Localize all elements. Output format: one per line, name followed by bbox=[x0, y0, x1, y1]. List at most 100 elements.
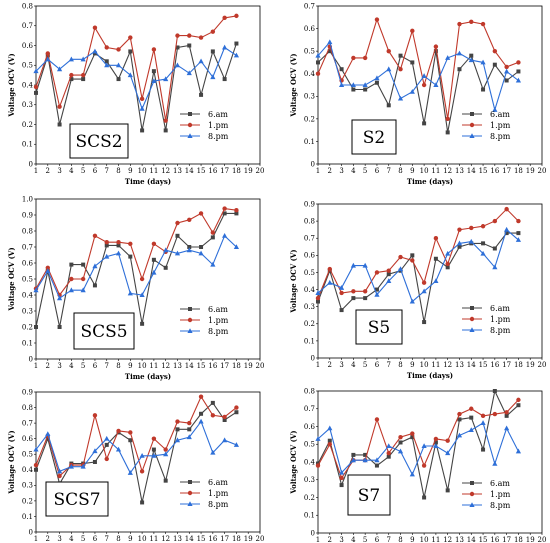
series-1pm-point bbox=[516, 218, 521, 224]
series-8pm-point bbox=[222, 437, 228, 443]
series-6am-point bbox=[469, 415, 474, 420]
x-tick-label: 20 bbox=[538, 536, 547, 543]
series-1pm-point bbox=[433, 236, 439, 241]
y-tick-label: 0.6 bbox=[304, 25, 316, 33]
x-tick-label: 13 bbox=[173, 362, 182, 370]
x-tick-label: 6 bbox=[93, 362, 98, 370]
x-tick-label: 11 bbox=[149, 535, 158, 543]
series-8pm-line bbox=[317, 422, 519, 476]
series-6am-point bbox=[210, 400, 215, 405]
series-1pm-point bbox=[198, 211, 204, 216]
x-tick-label: 19 bbox=[526, 167, 535, 175]
series-8pm-point bbox=[186, 70, 192, 76]
x-tick-label: 12 bbox=[161, 362, 170, 370]
series-1pm-point bbox=[80, 276, 86, 282]
series-6am-line bbox=[317, 232, 519, 323]
y-tick-label: 0 bbox=[311, 160, 315, 168]
series-8pm-point bbox=[233, 52, 240, 58]
series-8pm-point bbox=[151, 452, 157, 458]
x-tick-label: 4 bbox=[69, 535, 74, 543]
x-tick-label: 14 bbox=[185, 167, 194, 175]
series-8pm-point bbox=[315, 436, 321, 441]
x-tick-label: 19 bbox=[526, 361, 535, 369]
series-1pm-point bbox=[374, 17, 380, 22]
series-8pm-line bbox=[317, 228, 519, 303]
series-8pm-point bbox=[56, 66, 63, 72]
series-1pm-point bbox=[92, 233, 98, 238]
series-1pm-line bbox=[35, 208, 237, 297]
y-tick-label: 0.5 bbox=[304, 441, 315, 449]
series-1pm-line bbox=[317, 17, 519, 119]
series-8pm-point bbox=[139, 292, 145, 297]
y-tick-label: 0.6 bbox=[22, 259, 34, 267]
series-8pm-point bbox=[222, 233, 228, 238]
series-8pm-point bbox=[480, 250, 486, 256]
series-8pm-point bbox=[139, 452, 145, 458]
series-8pm-point bbox=[433, 278, 439, 283]
series-1pm-point bbox=[92, 413, 98, 418]
series-8pm-point bbox=[445, 250, 451, 256]
series-8pm-point bbox=[198, 250, 204, 256]
series-1pm-point bbox=[492, 218, 498, 224]
series-6am-point bbox=[199, 245, 204, 249]
series-8pm-point bbox=[174, 250, 181, 256]
series-8pm-point bbox=[362, 262, 368, 268]
series-1pm-point bbox=[480, 21, 486, 27]
x-tick-label: 3 bbox=[57, 362, 61, 370]
series-6am-line bbox=[317, 50, 519, 133]
x-tick-label: 7 bbox=[387, 536, 391, 543]
series-8pm-point bbox=[327, 425, 333, 431]
series-6am-point bbox=[316, 60, 320, 65]
x-tick-label: 1 bbox=[34, 535, 38, 543]
series-8pm-point bbox=[33, 446, 39, 452]
series-6am-point bbox=[69, 262, 74, 267]
y-tick-label: 0.6 bbox=[304, 252, 316, 260]
series-6am-point bbox=[104, 59, 109, 64]
x-tick-label: 6 bbox=[93, 167, 98, 175]
legend-label: 8.pm bbox=[208, 132, 229, 141]
x-tick-label: 8 bbox=[398, 361, 402, 369]
legend-label: 6.am bbox=[208, 305, 228, 314]
x-tick-label: 5 bbox=[363, 536, 367, 543]
series-8pm-point bbox=[397, 448, 404, 454]
series-8pm-point bbox=[210, 74, 216, 80]
series-6am-point bbox=[163, 265, 168, 270]
series-8pm-point bbox=[92, 448, 98, 454]
series-8pm-point bbox=[504, 226, 510, 232]
series-6am-point bbox=[445, 488, 450, 493]
series-6am-point bbox=[351, 296, 356, 301]
series-8pm-point bbox=[515, 77, 522, 83]
series-6am-point bbox=[199, 92, 204, 97]
series-8pm-point bbox=[350, 262, 356, 268]
series-8pm-point bbox=[480, 59, 486, 65]
legend-marker bbox=[469, 327, 475, 332]
series-1pm-line bbox=[317, 208, 519, 299]
x-tick-label: 6 bbox=[375, 536, 380, 543]
series-8pm-point bbox=[492, 264, 498, 270]
series-1pm-point bbox=[327, 266, 332, 272]
series-1pm-point bbox=[457, 227, 462, 232]
series-6am-point bbox=[386, 272, 391, 277]
x-tick-label: 14 bbox=[467, 536, 476, 543]
series-1pm-point bbox=[480, 413, 486, 419]
series-1pm-point bbox=[516, 60, 521, 65]
series-6am-point bbox=[516, 403, 521, 408]
series-8pm-point bbox=[56, 468, 63, 474]
series-1pm-point bbox=[315, 463, 321, 468]
series-6am-point bbox=[410, 435, 415, 440]
series-8pm-point bbox=[468, 238, 474, 244]
x-tick-label: 17 bbox=[220, 535, 229, 543]
x-tick-label: 10 bbox=[420, 361, 429, 369]
x-tick-label: 16 bbox=[490, 536, 499, 543]
series-6am-point bbox=[339, 67, 344, 72]
x-tick-label: 5 bbox=[363, 167, 367, 175]
series-1pm-point bbox=[445, 438, 450, 443]
x-tick-label: 8 bbox=[116, 167, 120, 175]
series-6am-point bbox=[92, 460, 97, 464]
y-tick-label: 0.4 bbox=[22, 291, 34, 299]
series-1pm-point bbox=[69, 72, 74, 78]
legend-marker bbox=[470, 112, 474, 116]
x-tick-label: 13 bbox=[455, 167, 464, 175]
series-1pm-point bbox=[504, 206, 509, 212]
series-8pm-point bbox=[433, 443, 439, 449]
